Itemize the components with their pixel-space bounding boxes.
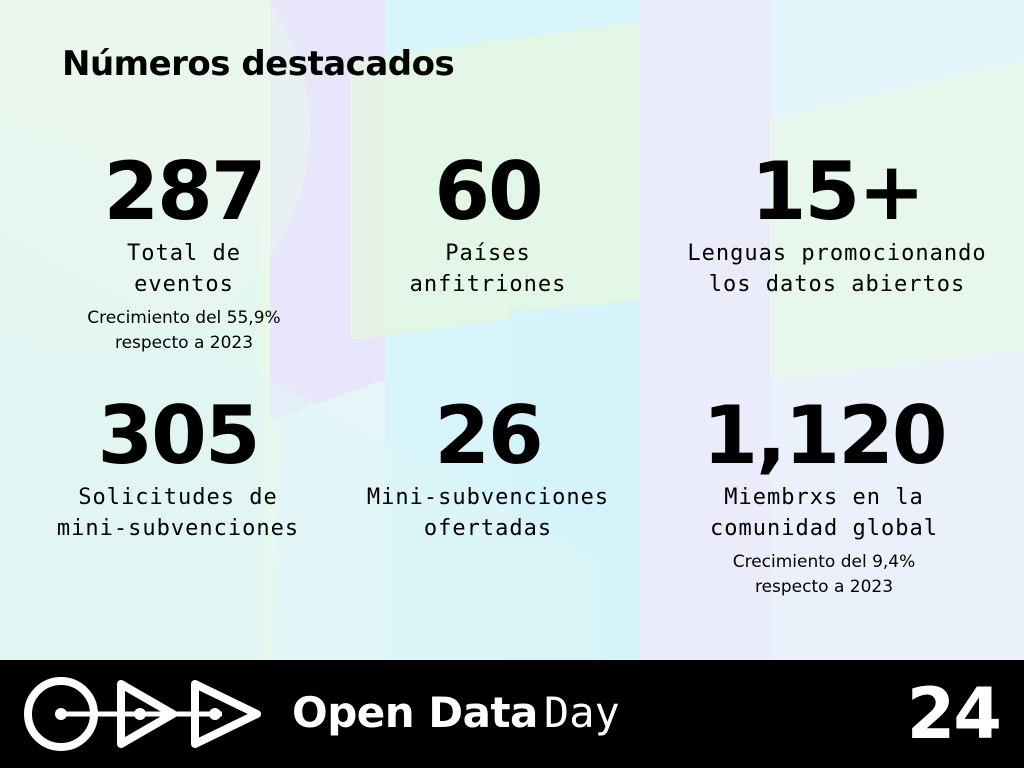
stat-value: 287: [103, 145, 267, 238]
stat-value: 305: [97, 389, 261, 482]
stat-note: Crecimiento del 9,4% respecto a 2023: [732, 552, 916, 597]
stat-value: 60: [434, 145, 543, 238]
stat-community-members: 1,120 Miembrxs en la comunidad global Cr…: [654, 396, 994, 600]
stat-label: Total de eventos: [127, 241, 241, 297]
odd-logo-icon: [24, 677, 261, 751]
edition-year: 24: [906, 673, 1002, 755]
brand-bold: Open Data: [292, 688, 538, 737]
stat-value: 26: [434, 389, 543, 482]
stat-label: Solicitudes de mini-subvenciones: [56, 485, 300, 541]
stat-value: 15+: [750, 145, 925, 238]
background-pattern: [0, 0, 1024, 660]
footer-bar: Open Data Day 24: [0, 660, 1024, 768]
stat-value: 1,120: [702, 389, 947, 482]
stat-grants-offered: 26 Mini-subvenciones ofertadas: [318, 396, 658, 544]
page-title: Números destacados: [62, 44, 455, 84]
stat-grant-applications: 305 Solicitudes de mini-subvenciones: [8, 396, 348, 544]
stat-label: Países anfitriones: [409, 241, 567, 297]
brand-name: Open Data Day: [292, 688, 620, 738]
stat-label: Miembrxs en la comunidad global: [710, 485, 938, 541]
stat-label: Lenguas promocionando los datos abiertos: [687, 241, 987, 297]
stat-note: Crecimiento del 55,9% respecto a 2023: [87, 308, 281, 353]
stat-host-countries: 60 Países anfitriones: [318, 152, 658, 300]
stat-languages: 15+ Lenguas promocionando los datos abie…: [667, 152, 1007, 300]
stat-total-events: 287 Total de eventos Crecimiento del 55,…: [14, 152, 354, 356]
brand-light: Day: [543, 688, 620, 737]
stat-label: Mini-subvenciones ofertadas: [366, 485, 610, 541]
